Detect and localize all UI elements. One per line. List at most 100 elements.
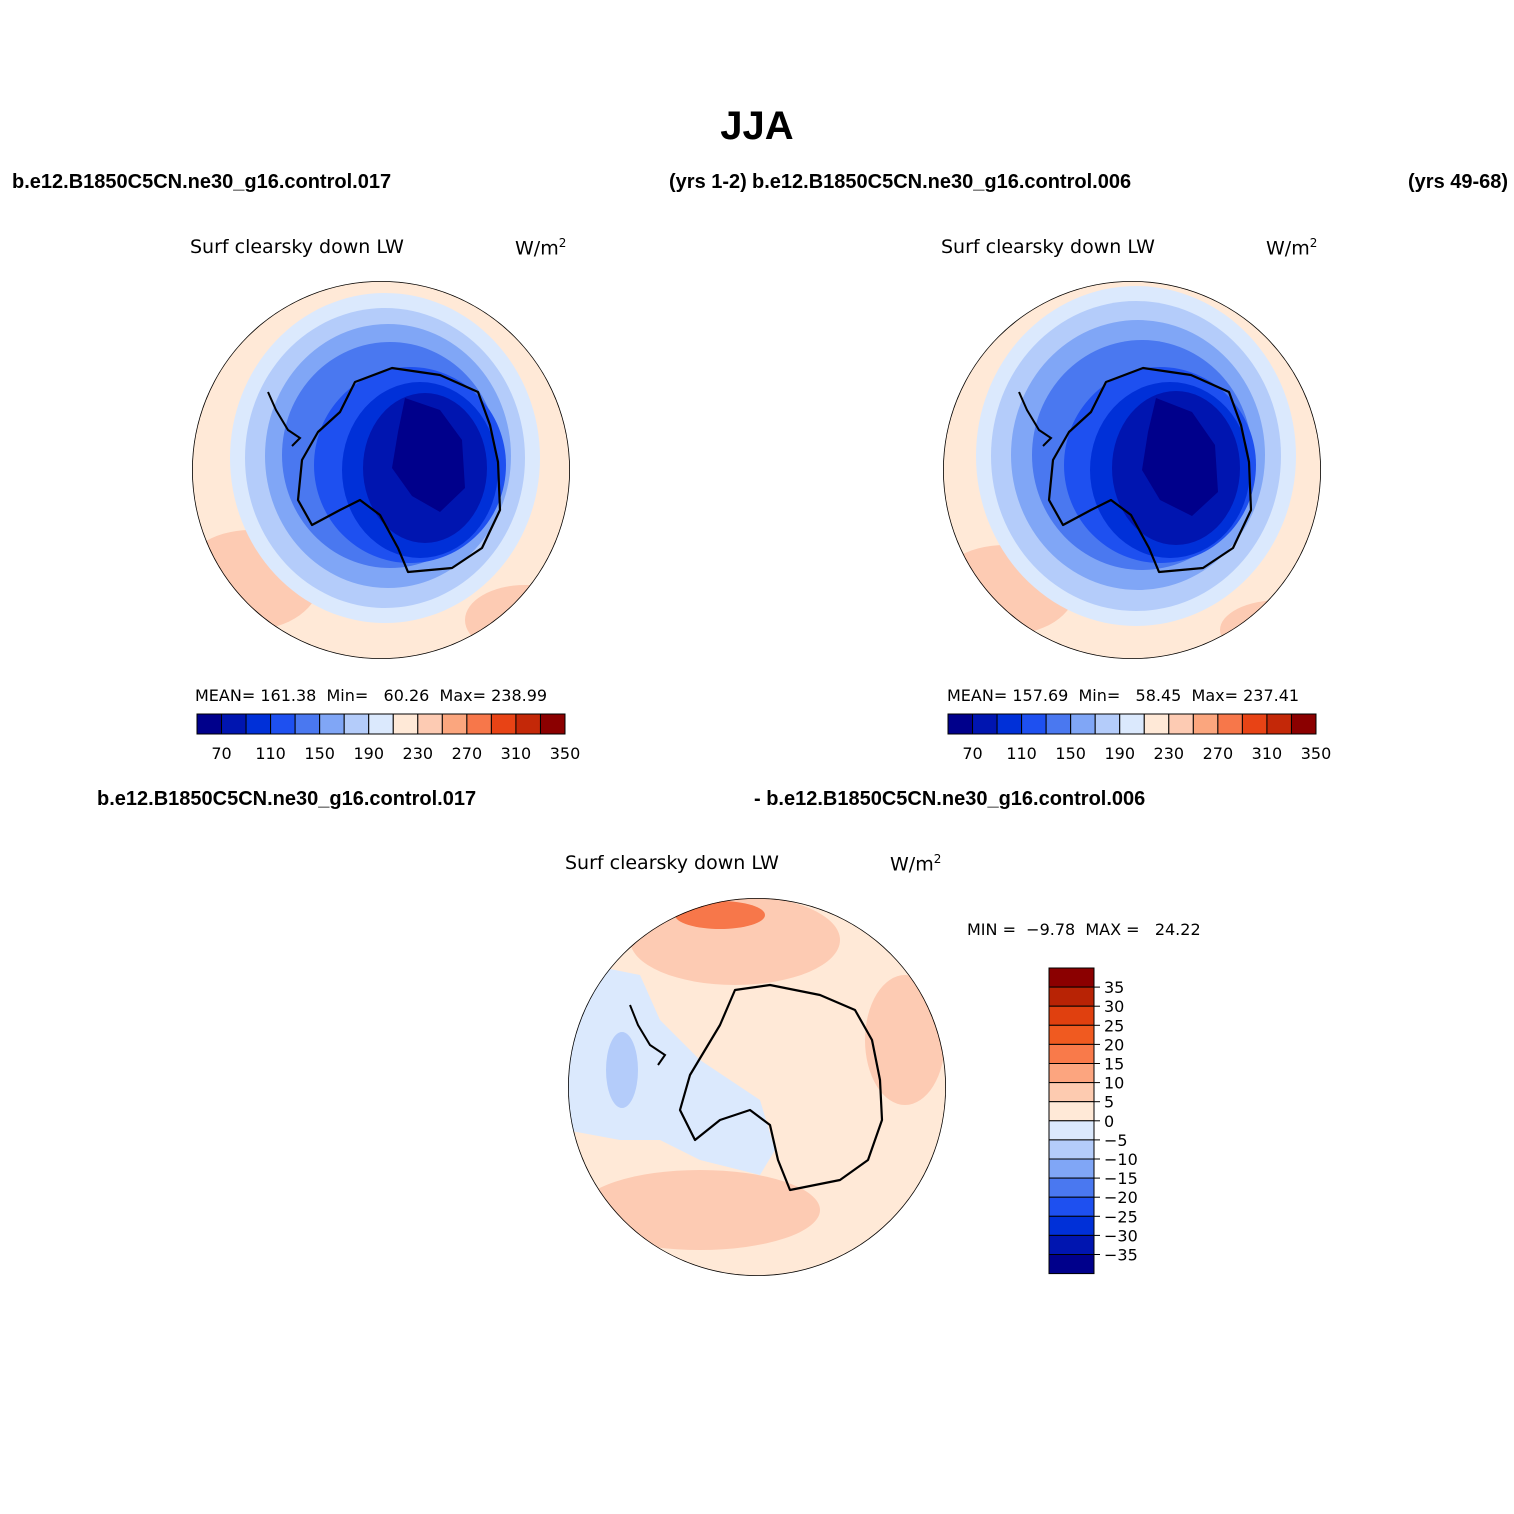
- panel3-colorbar-tick-label: 35: [1104, 978, 1124, 997]
- panel1-colorbar: 70 110 150 190 230 270 310 350: [196, 713, 581, 763]
- panel3-colorbar-swatch: [1048, 1196, 1095, 1217]
- panel2-units: W/m2: [1266, 236, 1318, 260]
- panel3-colorbar-tick-label: −30: [1104, 1226, 1138, 1245]
- panel3-colorbar-tick-label: 25: [1104, 1016, 1124, 1035]
- diff-case-b-label: - b.e12.B1850C5CN.ne30_g16.control.006: [754, 788, 1146, 810]
- panel3-minmax: MIN = −9.78 MAX = 24.22: [967, 920, 1201, 939]
- panel2-colorbar-swatch: [1217, 713, 1243, 735]
- panel2-colorbar-swatch: [996, 713, 1023, 735]
- panel1-colorbar-tick-label: 310: [501, 744, 532, 763]
- panel3-colorbar-tick-label: 20: [1104, 1035, 1124, 1054]
- panel2-colorbar-swatch: [1094, 713, 1121, 735]
- panel1-map: [192, 281, 570, 659]
- panel1-colorbar-swatch: [466, 713, 492, 735]
- panel2-colorbar-swatch: [1143, 713, 1170, 735]
- panel3-colorbar-tick-label: −25: [1104, 1207, 1138, 1226]
- panel3-colorbar-tick-label: −20: [1104, 1188, 1138, 1207]
- case-a-label: b.e12.B1850C5CN.ne30_g16.control.017: [12, 171, 392, 193]
- panel2-colorbar-swatch: [1266, 713, 1292, 735]
- panel2-stats: MEAN= 157.69 Min= 58.45 Max= 237.41: [947, 686, 1300, 705]
- panel2-colorbar-tick-label: 150: [1055, 744, 1086, 763]
- panel3-colorbar-swatch: [1048, 1254, 1095, 1275]
- panel1-colorbar-swatch: [539, 713, 566, 735]
- panel1-colorbar-swatch: [294, 713, 321, 735]
- panel3-colorbar-swatch: [1048, 1082, 1095, 1103]
- panel1-colorbar-swatch: [343, 713, 370, 735]
- panel1-colorbar-tick-label: 110: [255, 744, 286, 763]
- panel2-colorbar-tick-label: 310: [1252, 744, 1283, 763]
- panel3-colorbar-swatch: [1048, 1005, 1095, 1026]
- panel2-colorbar-swatch: [1021, 713, 1047, 735]
- panel1-colorbar-swatch: [196, 713, 223, 735]
- panel3-colorbar-tick-label: 30: [1104, 997, 1124, 1016]
- panel2-colorbar-swatch: [1290, 713, 1317, 735]
- panel3-colorbar-swatch: [1048, 1215, 1095, 1236]
- panel3-colorbar-tick-label: −5: [1104, 1131, 1128, 1150]
- panel1-colorbar-swatch: [319, 713, 345, 735]
- panel2-title: Surf clearsky down LW: [941, 236, 1155, 258]
- panel3-title: Surf clearsky down LW: [565, 852, 779, 874]
- panel2-map: [943, 281, 1321, 659]
- panel2-colorbar-swatch: [972, 713, 998, 735]
- panel3-colorbar-swatch: [1048, 1177, 1095, 1198]
- panel3-colorbar-swatch: [1048, 1063, 1095, 1084]
- panel1-colorbar-tick-label: 270: [452, 744, 483, 763]
- case-b-label: b.e12.B1850C5CN.ne30_g16.control.006: [752, 171, 1132, 193]
- panel2-colorbar-swatch: [1045, 713, 1072, 735]
- panel1-colorbar-swatch: [368, 713, 394, 735]
- panel3-colorbar-tick-label: 15: [1104, 1055, 1124, 1074]
- panel3-colorbar-swatch: [1048, 1024, 1095, 1045]
- panel3-colorbar-tick-label: −35: [1104, 1246, 1138, 1265]
- panel2-colorbar-swatch: [1192, 713, 1219, 735]
- panel3-colorbar-swatch: [1048, 967, 1095, 988]
- panel2-colorbar-swatch: [947, 713, 974, 735]
- panel3-colorbar-tick-label: −10: [1104, 1150, 1138, 1169]
- panel3-colorbar-swatch: [1048, 1234, 1095, 1256]
- panel2-colorbar-tick-label: 110: [1006, 744, 1037, 763]
- panel1-colorbar-swatch: [392, 713, 419, 735]
- panel2-colorbar: 70 110 150 190 230 270 310 350: [947, 713, 1332, 763]
- panel3-colorbar-tick-label: 10: [1104, 1074, 1124, 1093]
- panel3-colorbar-tick-label: −15: [1104, 1169, 1138, 1188]
- panel2-colorbar-tick-label: 70: [962, 744, 982, 763]
- years-a-label: (yrs 1-2): [669, 171, 747, 193]
- panel2-colorbar-swatch: [1241, 713, 1268, 735]
- panel2-colorbar-tick-label: 350: [1301, 744, 1332, 763]
- panel3-colorbar-swatch: [1048, 986, 1095, 1007]
- panel1-title: Surf clearsky down LW: [190, 236, 404, 258]
- years-b-label: (yrs 49-68): [1408, 171, 1509, 193]
- panel1-colorbar-tick-label: 230: [403, 744, 434, 763]
- panel2-colorbar-tick-label: 230: [1154, 744, 1185, 763]
- panel2-colorbar-tick-label: 270: [1203, 744, 1234, 763]
- panel2-colorbar-swatch: [1168, 713, 1194, 735]
- panel1-colorbar-tick-label: 350: [550, 744, 581, 763]
- panel1-colorbar-swatch: [441, 713, 468, 735]
- panel1-colorbar-swatch: [515, 713, 541, 735]
- panel1-colorbar-swatch: [490, 713, 517, 735]
- panel3-colorbar-tick-label: 5: [1104, 1093, 1114, 1112]
- panel1-colorbar-tick-label: 70: [211, 744, 231, 763]
- panel3-colorbar-swatch: [1048, 1120, 1095, 1141]
- panel3-map: [568, 898, 946, 1276]
- panel3-units: W/m2: [890, 852, 942, 876]
- panel1-colorbar-swatch: [417, 713, 443, 735]
- panel3-colorbar-swatch: [1048, 1043, 1095, 1065]
- panel1-colorbar-swatch: [221, 713, 247, 735]
- panel1-colorbar-tick-label: 150: [304, 744, 335, 763]
- panel1-colorbar-swatch: [270, 713, 296, 735]
- panel3-colorbar-swatch: [1048, 1158, 1095, 1179]
- panel3-colorbar-tick-label: 0: [1104, 1112, 1114, 1131]
- panel3-colorbar-swatch: [1048, 1139, 1095, 1160]
- main-title: JJA: [720, 104, 794, 148]
- panel1-units: W/m2: [515, 236, 567, 260]
- panel2-colorbar-tick-label: 190: [1104, 744, 1135, 763]
- panel1-colorbar-tick-label: 190: [353, 744, 384, 763]
- diff-case-a-label: b.e12.B1850C5CN.ne30_g16.control.017: [97, 788, 477, 810]
- panel3-colorbar-swatch: [1048, 1101, 1095, 1122]
- panel1-stats: MEAN= 161.38 Min= 60.26 Max= 238.99: [195, 686, 548, 705]
- panel1-colorbar-swatch: [245, 713, 272, 735]
- panel2-colorbar-swatch: [1070, 713, 1096, 735]
- panel2-colorbar-swatch: [1119, 713, 1145, 735]
